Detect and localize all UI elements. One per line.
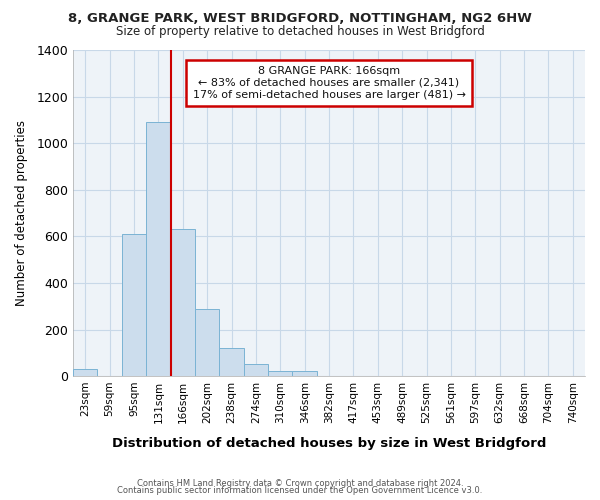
Bar <box>244 364 268 376</box>
X-axis label: Distribution of detached houses by size in West Bridgford: Distribution of detached houses by size … <box>112 437 546 450</box>
Bar <box>195 308 220 376</box>
Y-axis label: Number of detached properties: Number of detached properties <box>15 120 28 306</box>
Bar <box>292 372 317 376</box>
Text: Contains public sector information licensed under the Open Government Licence v3: Contains public sector information licen… <box>118 486 482 495</box>
Text: Contains HM Land Registry data © Crown copyright and database right 2024.: Contains HM Land Registry data © Crown c… <box>137 478 463 488</box>
Text: 8, GRANGE PARK, WEST BRIDGFORD, NOTTINGHAM, NG2 6HW: 8, GRANGE PARK, WEST BRIDGFORD, NOTTINGH… <box>68 12 532 26</box>
Bar <box>122 234 146 376</box>
Bar <box>220 348 244 376</box>
Bar <box>170 230 195 376</box>
Bar <box>146 122 170 376</box>
Bar <box>268 372 292 376</box>
Text: Size of property relative to detached houses in West Bridgford: Size of property relative to detached ho… <box>116 25 484 38</box>
Bar <box>73 369 97 376</box>
Text: 8 GRANGE PARK: 166sqm
← 83% of detached houses are smaller (2,341)
17% of semi-d: 8 GRANGE PARK: 166sqm ← 83% of detached … <box>193 66 466 100</box>
